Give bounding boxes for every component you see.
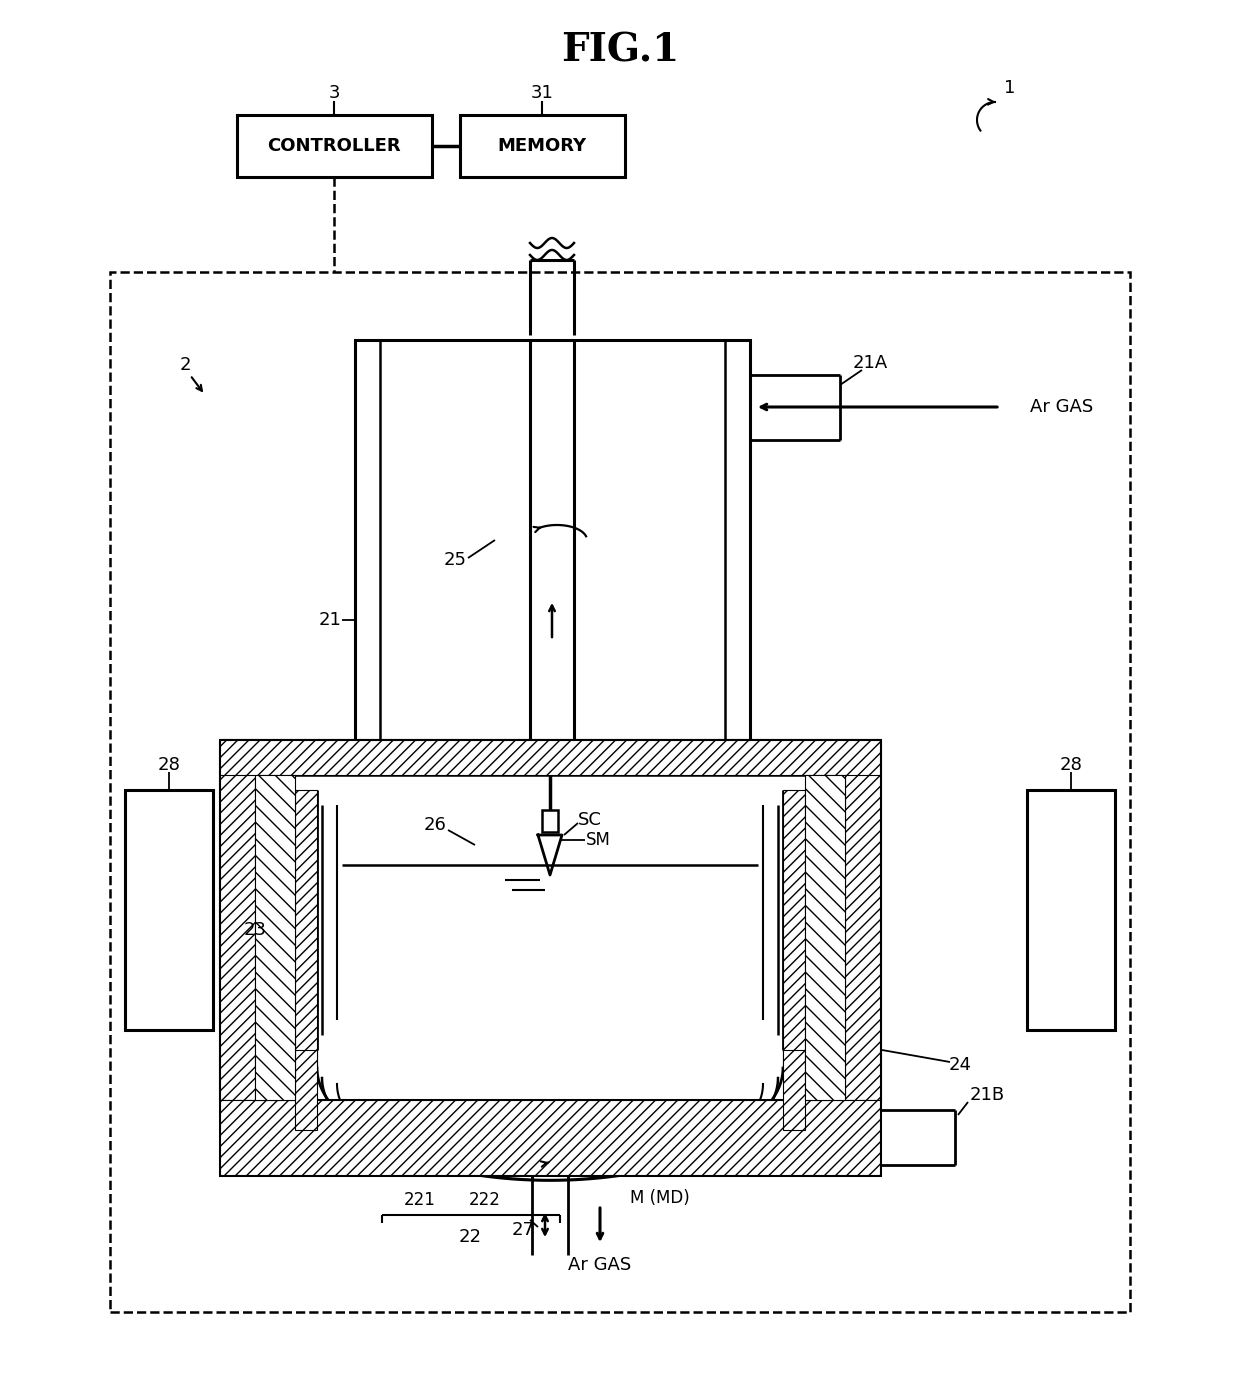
Text: 1: 1	[1004, 80, 1016, 96]
Text: 3: 3	[329, 84, 340, 102]
Text: 222: 222	[469, 1192, 501, 1208]
Text: 22: 22	[459, 1228, 481, 1246]
Text: Ar GAS: Ar GAS	[1030, 398, 1094, 416]
Bar	[355, 339, 750, 740]
Text: MEMORY: MEMORY	[497, 137, 587, 155]
Text: 21B: 21B	[970, 1085, 1006, 1104]
Text: SC: SC	[578, 812, 601, 828]
Text: 28: 28	[157, 756, 181, 774]
Text: 27: 27	[512, 1221, 534, 1239]
Bar	[260, 795, 290, 875]
Text: SM: SM	[585, 831, 610, 849]
Bar	[260, 795, 290, 875]
Text: Ar GAS: Ar GAS	[568, 1256, 631, 1274]
Bar	[810, 795, 839, 875]
Bar	[805, 775, 844, 1099]
Bar	[125, 789, 213, 1030]
Text: 21: 21	[319, 610, 341, 629]
Text: 26: 26	[424, 816, 446, 834]
Text: 21A: 21A	[852, 353, 888, 372]
Bar	[219, 1099, 880, 1175]
Bar	[110, 272, 1130, 1312]
Text: FIG.1: FIG.1	[560, 31, 680, 68]
Bar	[295, 1051, 317, 1130]
Bar	[219, 1099, 880, 1175]
Bar	[237, 115, 432, 177]
Bar	[844, 740, 880, 1099]
Bar	[255, 775, 295, 1099]
Text: 221: 221	[404, 1192, 436, 1208]
Text: 24: 24	[949, 1056, 971, 1074]
Text: CONTROLLER: CONTROLLER	[267, 137, 401, 155]
Bar	[255, 775, 844, 1099]
Bar	[810, 795, 839, 875]
Bar	[219, 740, 880, 775]
Text: 31: 31	[531, 84, 553, 102]
Bar	[219, 740, 880, 1099]
Bar	[542, 810, 558, 833]
Bar	[460, 115, 625, 177]
Bar	[782, 1051, 805, 1130]
Bar	[1027, 789, 1115, 1030]
Text: 25: 25	[444, 550, 466, 569]
Bar	[782, 789, 805, 1076]
Bar	[219, 740, 255, 1099]
Text: M (MD): M (MD)	[630, 1189, 689, 1207]
Text: 2: 2	[180, 356, 191, 374]
Bar	[295, 789, 317, 1076]
Text: 23: 23	[243, 921, 267, 939]
Text: 28: 28	[1059, 756, 1083, 774]
